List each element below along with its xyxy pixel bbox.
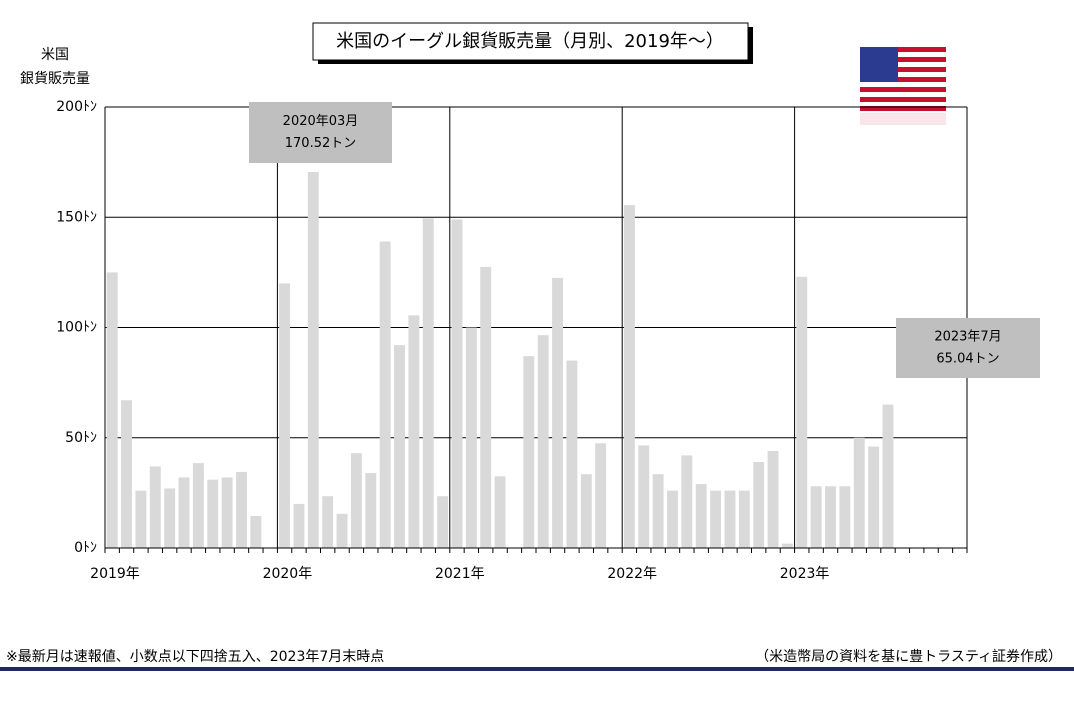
bar — [465, 327, 477, 548]
bar — [868, 446, 880, 548]
bar — [178, 477, 190, 548]
title-box — [312, 22, 749, 61]
y-axis-label: 米国 — [41, 47, 69, 63]
bar — [379, 241, 391, 548]
y-tick-label: 50ﾄﾝ — [65, 430, 97, 446]
footnote: ※最新月は速報値、小数点以下四捨五入、2023年7月末時点 — [6, 648, 384, 665]
bar — [710, 490, 722, 548]
flag — [860, 47, 946, 125]
bar — [480, 266, 492, 548]
bar — [221, 477, 233, 548]
bar — [810, 486, 822, 548]
y-tick-label: 150ﾄﾝ — [56, 209, 97, 225]
annotation-text: 65.04トン — [936, 352, 999, 367]
bar — [566, 360, 578, 548]
bar — [623, 205, 635, 548]
bar — [149, 466, 161, 548]
bar — [796, 276, 808, 548]
bar — [250, 516, 262, 548]
bar — [307, 172, 319, 548]
bar — [781, 543, 793, 548]
bar — [738, 490, 750, 548]
bar — [135, 490, 147, 548]
bar — [638, 445, 650, 548]
annotation-text: 2020年03月 — [283, 114, 359, 129]
x-tick-label: 2023年 — [780, 566, 830, 582]
bar — [681, 455, 693, 548]
chart-title: 米国のイーグル銀貨販売量（月別、2019年～） — [336, 31, 724, 52]
bar — [236, 471, 247, 548]
bar — [652, 474, 664, 548]
bar — [164, 488, 176, 548]
bar — [552, 277, 564, 548]
bar — [207, 479, 219, 548]
bar — [422, 218, 434, 549]
bar — [853, 437, 865, 548]
bar — [451, 219, 463, 548]
y-axis-label: 銀貨販売量 — [20, 70, 90, 87]
bar — [667, 490, 678, 548]
annotation-text: 170.52トン — [285, 136, 357, 151]
bar — [882, 404, 894, 548]
bar — [293, 503, 305, 548]
bar — [839, 486, 851, 548]
bar — [494, 476, 506, 548]
x-tick-label: 2020年 — [263, 566, 313, 582]
bar — [437, 496, 449, 548]
bar — [121, 400, 133, 548]
bar — [724, 490, 736, 548]
x-tick-label: 2022年 — [607, 566, 657, 582]
bar — [350, 453, 362, 548]
x-tick-label: 2019年 — [90, 566, 140, 582]
y-tick-label: 200ﾄﾝ — [56, 99, 97, 115]
bar — [825, 486, 836, 548]
bar — [695, 484, 707, 548]
y-tick-label: 100ﾄﾝ — [56, 320, 97, 336]
annotation-box — [896, 318, 1040, 378]
annotation-box — [249, 102, 392, 163]
x-tick-label: 2021年 — [435, 566, 485, 582]
bar — [279, 283, 291, 548]
bar — [767, 450, 779, 548]
y-tick-label: 0ﾄﾝ — [74, 540, 97, 556]
bar — [523, 356, 535, 548]
bar — [753, 462, 765, 548]
bar — [408, 315, 420, 548]
bar — [106, 272, 118, 548]
annotation-text: 2023年7月 — [934, 330, 1001, 345]
bar — [394, 345, 405, 548]
bar — [192, 463, 204, 548]
footer-rule — [0, 667, 1074, 671]
bar — [580, 474, 592, 548]
source-note: （米造幣局の資料を基に豊トラスティ証券作成） — [755, 648, 1062, 665]
bar — [322, 496, 334, 548]
bar — [336, 513, 348, 548]
bar — [537, 335, 549, 548]
bar — [595, 443, 607, 548]
bar — [365, 473, 377, 548]
